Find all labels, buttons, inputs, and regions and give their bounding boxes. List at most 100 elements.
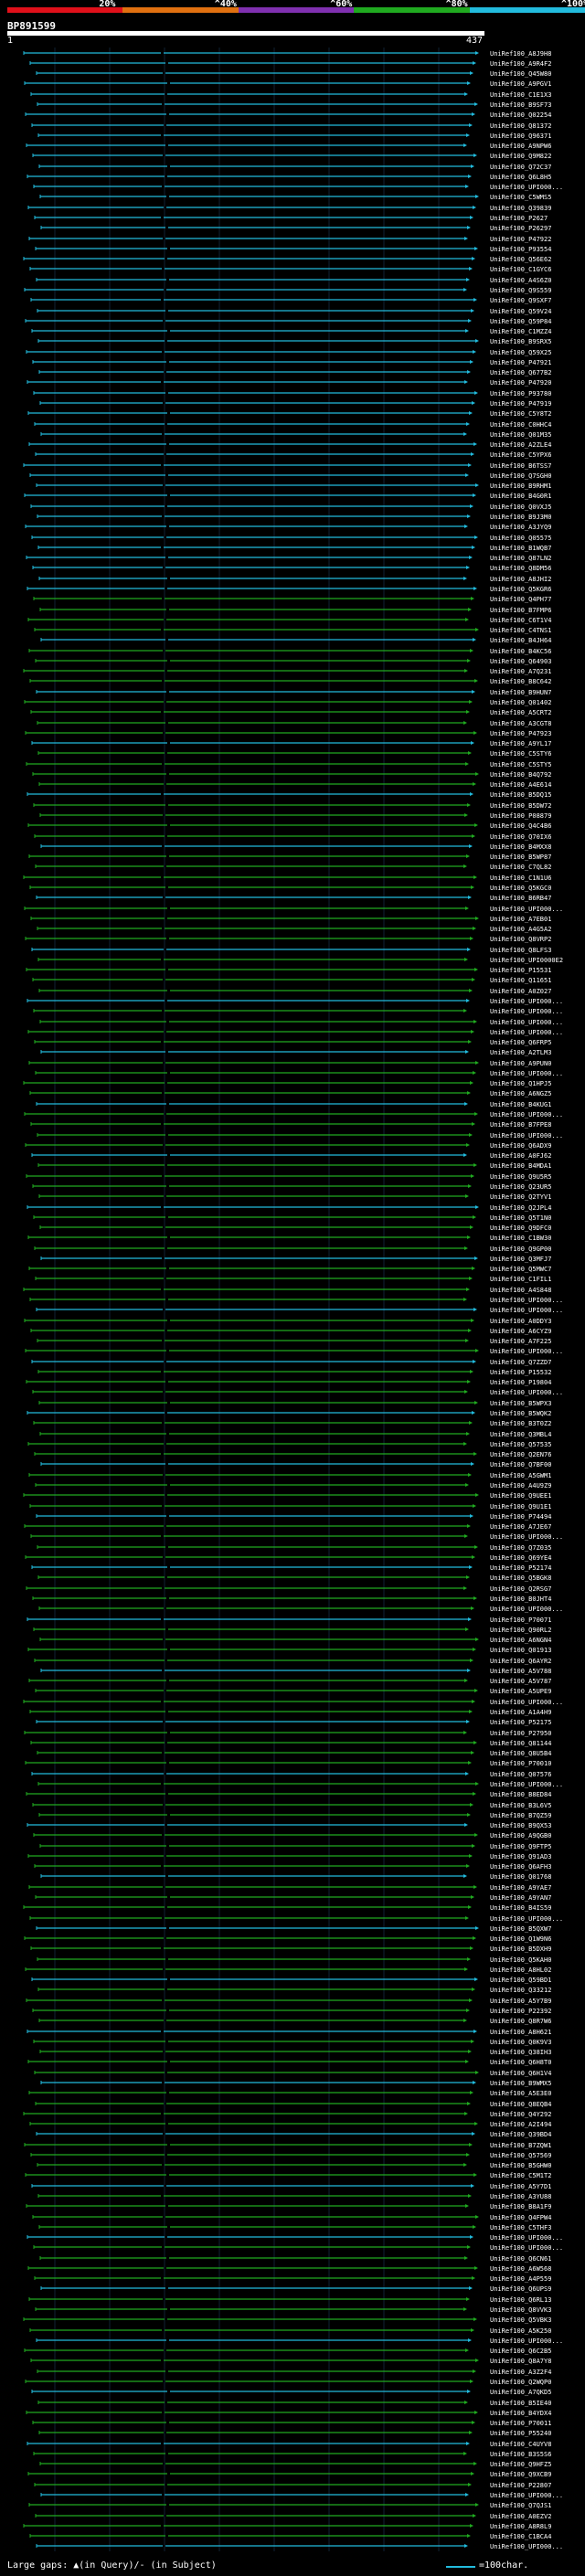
hit-arrow [473, 782, 476, 786]
hit-arrow [469, 1133, 473, 1137]
hit-label: UniRef100_Q9SXF7 [490, 297, 551, 304]
hit-arrow [463, 1731, 467, 1734]
hit-arrow [469, 411, 473, 415]
hit-label: UniRef100_A5V788 [490, 1668, 551, 1675]
hit-label: UniRef100_A0Z027 [490, 988, 551, 995]
hit-arrow [465, 185, 469, 188]
hit-label: UniRef100_Q4C4B6 [490, 822, 551, 830]
hit-label: UniRef100_Q5VBK3 [490, 2316, 551, 2324]
hit-arrow [464, 813, 468, 817]
hit-arrow [472, 834, 475, 838]
hit-label: UniRef100_Q90RL2 [490, 1627, 551, 1634]
hit-label: UniRef100_A8JHI2 [490, 576, 551, 583]
hit-label: UniRef100_Q70IX6 [490, 833, 551, 841]
hit-arrow [471, 452, 474, 456]
hit-label: UniRef100_B8C642 [490, 678, 551, 685]
hit-arrow [471, 597, 474, 600]
hit-arrow [470, 1659, 473, 1662]
hit-label: UniRef100_Q7BF00 [490, 1461, 551, 1468]
hit-arrow [475, 1638, 479, 1641]
hit-label: UniRef100_P15531 [490, 967, 551, 974]
hit-label: UniRef100_Q33212 [490, 1987, 551, 1994]
hit-label: UniRef100_Q9XCB9 [490, 2471, 551, 2478]
query-id: BP891599 [7, 20, 56, 32]
hit-label: UniRef100_A3JYQ9 [490, 524, 551, 531]
hit-label: UniRef100_Q91AD3 [490, 1853, 551, 1860]
hit-label: UniRef100_Q7SGH0 [490, 472, 551, 480]
hit-label: UniRef100_Q59X25 [490, 349, 551, 356]
hit-arrow [466, 854, 470, 858]
hit-arrow [463, 721, 467, 725]
hit-label: UniRef100_UPI000... [490, 1915, 563, 1923]
hit-arrow [471, 2328, 474, 2332]
hit-label: UniRef100_UPI000... [490, 998, 563, 1005]
hit-label: UniRef100_Q9GP00 [490, 1246, 551, 1253]
hit-arrow [467, 1380, 471, 1383]
hit-arrow [466, 2442, 470, 2445]
legend-band-label: ^80% [445, 0, 468, 9]
hit-arrow [473, 1936, 476, 1940]
hit-arrow [463, 2163, 467, 2167]
hit-label: UniRef100_Q01768 [490, 1873, 551, 1881]
hit-label: UniRef100_Q8U5B4 [490, 1750, 551, 1757]
hit-arrow [470, 360, 473, 364]
hit-label: UniRef100_P70011 [490, 2420, 551, 2427]
hit-label: UniRef100_UPI000... [490, 1070, 563, 1077]
identity-color-legend: 20% ^40% ^60% ^80% ^100% [0, 0, 585, 20]
hit-arrow [471, 1174, 474, 1178]
hit-arrow [467, 1091, 471, 1095]
hit-label: UniRef100_A3YU88 [490, 2193, 551, 2200]
hit-label: UniRef100_B9HUN7 [490, 689, 551, 696]
hit-arrow [473, 927, 476, 930]
hit-label: UniRef100_B4Q792 [490, 771, 551, 779]
hit-arrow [465, 1050, 469, 1054]
hit-arrow [473, 2030, 477, 2033]
hit-arrow [470, 216, 473, 219]
hit-label: UniRef100_Q07576 [490, 1771, 551, 1778]
hit-arrow [468, 1473, 472, 1477]
hit-label: UniRef100_Q8VVK3 [490, 2306, 551, 2314]
hit-label: UniRef100_B9J3M0 [490, 514, 551, 521]
hit-arrow [465, 2204, 469, 2208]
hit-arrow [470, 1514, 473, 1518]
hit-label: UniRef100_Q57535 [490, 1441, 551, 1448]
hit-label: UniRef100_P47922 [490, 236, 551, 243]
hit-arrow [464, 1246, 468, 1250]
hit-label: UniRef100_P22807 [490, 2482, 551, 2489]
hit-label: UniRef100_B3S5S6 [490, 2451, 551, 2458]
hit-arrow [472, 2276, 475, 2280]
hit-arrow [469, 1854, 473, 1858]
hit-arrow [466, 133, 470, 137]
hit-arrow [468, 1905, 472, 1909]
hit-label: UniRef100_A3Z2F4 [490, 2369, 551, 2376]
hit-label: UniRef100_Q01402 [490, 699, 551, 706]
hit-arrow [466, 2297, 470, 2301]
hit-arrow [463, 864, 467, 868]
hit-label: UniRef100_C1E1X3 [490, 91, 551, 99]
hit-arrow [464, 1679, 468, 1682]
hit-arrow [474, 102, 478, 106]
footer-scale-ruler: =100char. [446, 2560, 528, 2573]
hit-arrow [474, 679, 478, 683]
hit-arrow [467, 2390, 471, 2393]
hit-label: UniRef100_A9QGB0 [490, 1832, 551, 1839]
hit-arrow [475, 51, 479, 55]
hit-label: UniRef100_B3T0Z2 [490, 1420, 551, 1427]
hit-arrow [464, 380, 468, 384]
hit-arrow [474, 1401, 478, 1405]
hit-label: UniRef100_C7QL82 [490, 864, 551, 871]
hit-arrow [473, 1741, 477, 1744]
hit-label: UniRef100_B4YDX4 [490, 2410, 551, 2417]
hit-label: UniRef100_Q5KAH0 [490, 1956, 551, 1964]
hit-arrow [466, 1864, 470, 1868]
legend-band-label: ^40% [214, 0, 237, 9]
hit-label: UniRef100_UPI000... [490, 184, 563, 191]
hit-arrow [470, 792, 473, 796]
hit-arrow [468, 1617, 472, 1621]
hit-label: UniRef100_A9YAN7 [490, 1894, 551, 1902]
hit-arrow [475, 2215, 479, 2219]
hit-label: UniRef100_Q64903 [490, 658, 551, 665]
hit-arrow [473, 1648, 476, 1651]
hit-arrow [466, 422, 470, 426]
hit-label: UniRef100_A4P559 [490, 2275, 551, 2283]
